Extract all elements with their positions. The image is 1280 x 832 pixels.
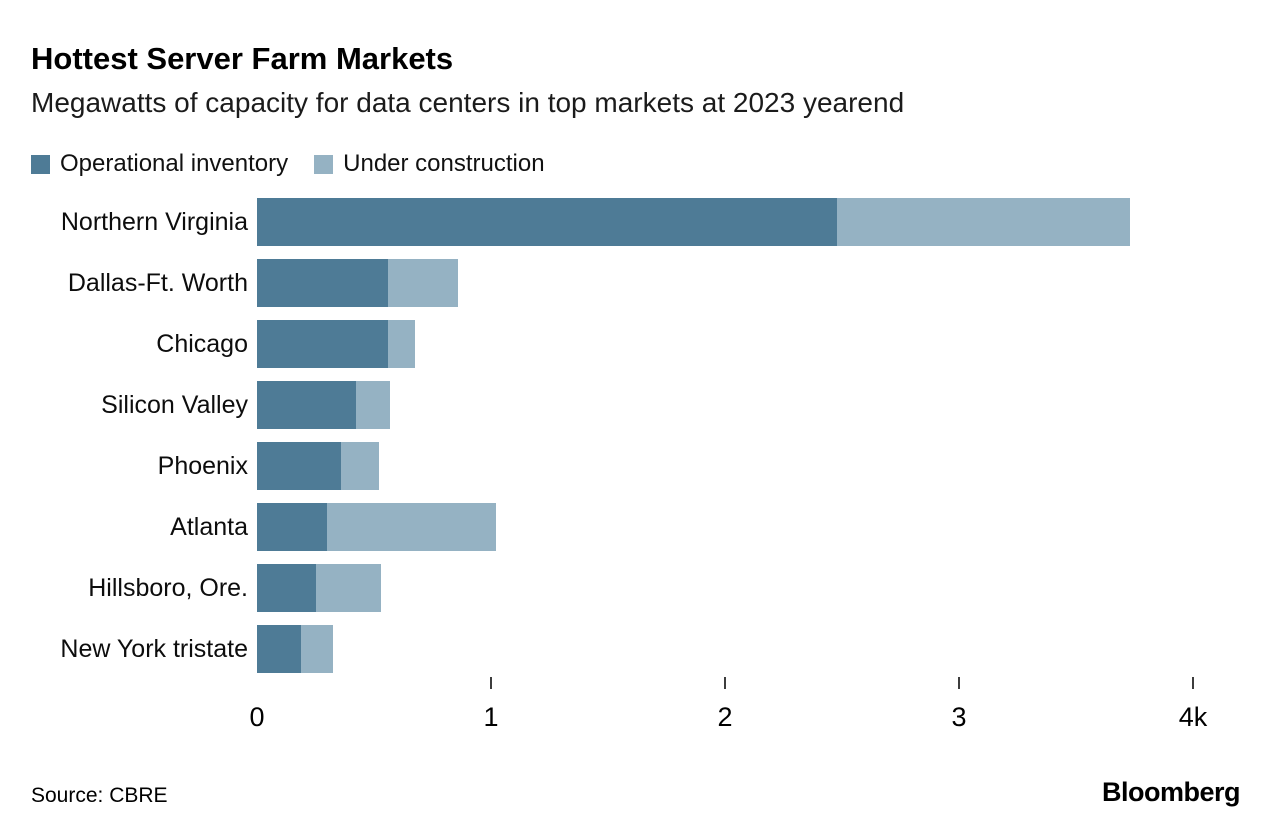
legend-item-operational-inventory: Operational inventory	[31, 150, 288, 178]
bar-row-silicon-valley: Silicon Valley	[31, 381, 1240, 430]
bar-segment-under-construction	[301, 625, 334, 674]
bar-row-northern-virginia: Northern Virginia	[31, 198, 1240, 247]
axis-tick-mark	[724, 677, 726, 690]
bar-segment-operational-inventory	[257, 625, 302, 674]
category-label: Northern Virginia	[60, 207, 248, 236]
bar-segment-operational-inventory	[257, 442, 342, 491]
legend-label: Operational inventory	[60, 150, 289, 178]
bar-segment-operational-inventory	[257, 259, 389, 308]
page-title: Hottest Server Farm Markets	[31, 41, 454, 76]
bar-track	[257, 320, 1193, 369]
bar-segment-under-construction	[388, 320, 415, 369]
bar-track	[257, 259, 1193, 308]
bar-segment-under-construction	[837, 198, 1130, 247]
category-label: Atlanta	[170, 512, 248, 541]
bar-segment-operational-inventory	[257, 564, 316, 613]
bar-track	[257, 503, 1193, 552]
chart-legend: Operational inventory Under construction	[31, 150, 1240, 178]
bar-segment-operational-inventory	[257, 320, 389, 369]
bar-row-atlanta: Atlanta	[31, 503, 1240, 552]
bar-row-dallas-ft-worth: Dallas-Ft. Worth	[31, 259, 1240, 308]
bar-segment-under-construction	[327, 503, 496, 552]
category-label: Chicago	[156, 329, 248, 358]
category-label: Dallas-Ft. Worth	[67, 268, 248, 297]
axis-tick-label: 0	[249, 702, 265, 733]
bar-track	[257, 625, 1193, 674]
stacked-bar-chart: Northern Virginia Dallas-Ft. Worth Chicago…	[31, 198, 1240, 674]
axis-tick-label: 1	[483, 702, 499, 733]
axis-tick-label: 4k	[1178, 702, 1208, 733]
chart-footer: Source: CBRE Bloomberg	[31, 777, 1241, 808]
category-label: Hillsboro, Ore.	[88, 573, 248, 602]
category-label: Phoenix	[157, 451, 248, 480]
bar-segment-operational-inventory	[257, 503, 328, 552]
category-label: Silicon Valley	[101, 390, 248, 419]
bloomberg-logo: Bloomberg	[1101, 777, 1241, 807]
source-label: Source: CBRE	[31, 784, 168, 807]
bar-row-hillsboro-ore: Hillsboro, Ore.	[31, 564, 1240, 613]
chart-subtitle: Megawatts of capacity for data centers i…	[31, 87, 905, 119]
bar-row-chicago: Chicago	[31, 320, 1240, 369]
axis-tick-mark	[958, 677, 960, 690]
bar-track	[257, 381, 1193, 430]
bar-row-new-york-tristate: New York tristate	[31, 625, 1240, 674]
axis-tick-label: 2	[717, 702, 733, 733]
bar-segment-under-construction	[315, 564, 382, 613]
x-axis-ticks	[257, 677, 1194, 690]
bar-segment-under-construction	[388, 259, 459, 308]
legend-swatch-operational-inventory	[31, 154, 50, 174]
axis-tick-mark	[490, 677, 492, 690]
bar-track	[257, 564, 1193, 613]
legend-label: Under construction	[343, 150, 545, 178]
bar-track	[257, 442, 1193, 491]
bar-segment-under-construction	[356, 381, 391, 430]
bar-row-phoenix: Phoenix	[31, 442, 1240, 491]
bar-segment-operational-inventory	[257, 381, 357, 430]
bar-segment-operational-inventory	[257, 198, 838, 247]
bar-segment-under-construction	[341, 442, 379, 491]
legend-swatch-under-construction	[314, 154, 334, 174]
axis-tick-mark	[1192, 677, 1194, 690]
legend-item-under-construction: Under construction	[314, 150, 545, 178]
axis-tick-label: 3	[951, 702, 967, 733]
category-label: New York tristate	[60, 634, 248, 663]
x-axis-labels: 0 1 2 3 4k	[249, 702, 1207, 736]
bar-track	[257, 198, 1193, 247]
